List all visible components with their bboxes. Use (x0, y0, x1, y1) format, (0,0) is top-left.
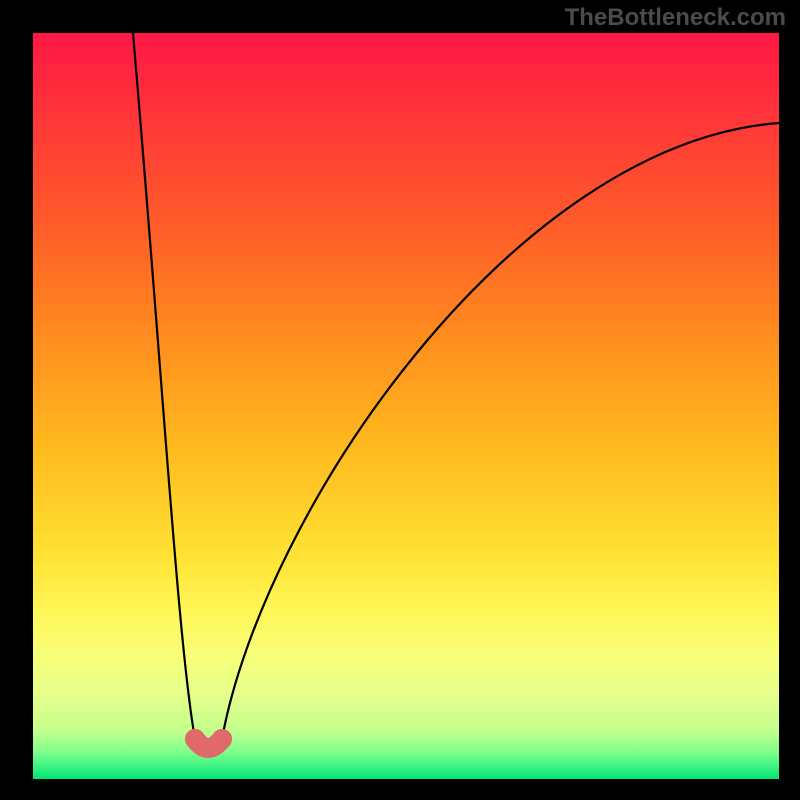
gradient-background (33, 33, 779, 779)
chart-container: TheBottleneck.com (0, 0, 800, 800)
watermark-text: TheBottleneck.com (565, 4, 786, 32)
plot-area (0, 0, 800, 800)
